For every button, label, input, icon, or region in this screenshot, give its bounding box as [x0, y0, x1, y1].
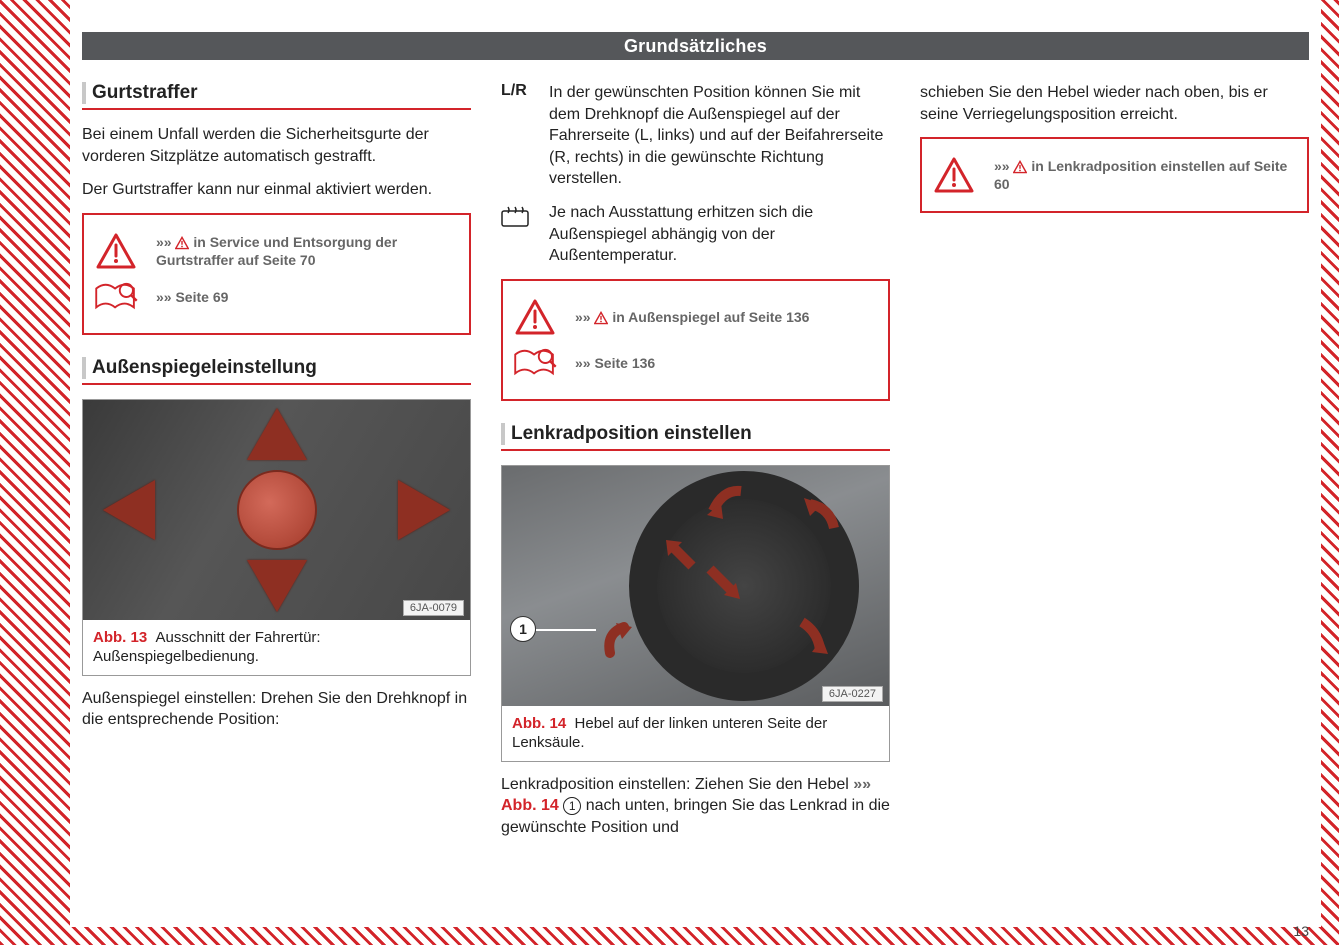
warning-triangle-icon [513, 297, 557, 337]
section-title-lenkrad: Lenkradposition einstellen [501, 423, 890, 445]
definition-lr: L/R In der gewünschten Position können S… [501, 82, 890, 190]
figure-13-image: 6JA-0079 [83, 400, 470, 620]
lenkrad-p1: Lenkradposition einstellen: Ziehen Sie d… [501, 774, 890, 839]
figure-14-caption: Abb. 14 Hebel auf der linken unteren Sei… [502, 706, 889, 761]
section-underline [501, 449, 890, 451]
section-title-aussenspiegel: Außenspiegeleinstellung [82, 357, 471, 379]
column-2: L/R In der gewünschten Position können S… [501, 82, 890, 851]
header-bar: Grundsätzliches [82, 32, 1309, 60]
ref-text: »» in Service und Entsorgung der Gurtstr… [156, 233, 455, 269]
ref-text: »» Seite 69 [156, 288, 228, 306]
curved-arrow-icon [662, 536, 702, 576]
callout-1-inline: 1 [563, 797, 581, 815]
arrow-up-icon [247, 408, 307, 460]
book-magnifier-icon [513, 343, 557, 383]
arrow-down-icon [247, 560, 307, 612]
warning-triangle-icon [932, 155, 976, 195]
section-underline [82, 383, 471, 385]
arrow-left-icon [103, 480, 155, 540]
page-number: 13 [1293, 923, 1309, 939]
figure-14-box: 1 6JA-0227 Abb. 14 Hebel auf der linken … [501, 465, 890, 762]
header-title: Grundsätzliches [624, 36, 767, 57]
curved-arrow-icon [792, 616, 832, 656]
figure-13-box: 6JA-0079 Abb. 13 Ausschnitt der Fahrertü… [82, 399, 471, 676]
gurtstraffer-p2: Der Gurtstraffer kann nur einmal aktivie… [82, 179, 471, 201]
figure-code: 6JA-0079 [403, 600, 464, 616]
curved-arrow-icon [702, 561, 742, 601]
lenkrad-p2: schieben Sie den Hebel wieder nach oben,… [920, 82, 1309, 125]
reference-box-gurtstraffer: »» in Service und Entsorgung der Gurtstr… [82, 213, 471, 335]
ref-text: »» in Lenkradposition einstellen auf Sei… [994, 157, 1293, 193]
ref-row: »» in Lenkradposition einstellen auf Sei… [932, 155, 1293, 195]
callout-1: 1 [510, 616, 536, 642]
ref-row: »» Seite 136 [513, 343, 874, 383]
callout-line [536, 629, 596, 631]
mirror-knob [237, 470, 317, 550]
figure-14-image: 1 6JA-0227 [502, 466, 889, 706]
arrow-right-icon [398, 480, 450, 540]
ref-text: »» Seite 136 [575, 354, 655, 372]
three-column-layout: Gurtstraffer Bei einem Unfall werden die… [82, 82, 1309, 851]
figure-13-caption: Abb. 13 Ausschnitt der Fahrertür: Außens… [83, 620, 470, 675]
definition-heat: Je nach Ausstattung erhitzen sich die Au… [501, 202, 890, 267]
curved-arrow-icon [602, 621, 642, 661]
manual-page: Grundsätzliches Gurtstraffer Bei einem U… [70, 0, 1321, 927]
reference-box-lenkrad: »» in Lenkradposition einstellen auf Sei… [920, 137, 1309, 213]
section-title-gurtstraffer: Gurtstraffer [82, 82, 471, 104]
column-1: Gurtstraffer Bei einem Unfall werden die… [82, 82, 471, 851]
heated-mirror-icon [501, 202, 539, 267]
section-underline [82, 108, 471, 110]
aussenspiegel-p1: Außenspiegel einstellen: Drehen Sie den … [82, 688, 471, 731]
column-3: schieben Sie den Hebel wieder nach oben,… [920, 82, 1309, 851]
gurtstraffer-p1: Bei einem Unfall werden die Sicherheitsg… [82, 124, 471, 167]
def-val-lr: In der gewünschten Position können Sie m… [549, 82, 890, 190]
reference-box-aussenspiegel: »» in Außenspiegel auf Seite 136 »» Seit… [501, 279, 890, 401]
def-val-heat: Je nach Ausstattung erhitzen sich die Au… [549, 202, 890, 267]
ref-row: »» Seite 69 [94, 277, 455, 317]
ref-row: »» in Außenspiegel auf Seite 136 [513, 297, 874, 337]
ref-row: »» in Service und Entsorgung der Gurtstr… [94, 231, 455, 271]
book-magnifier-icon [94, 277, 138, 317]
warning-triangle-icon [94, 231, 138, 271]
ref-text: »» in Außenspiegel auf Seite 136 [575, 308, 809, 326]
figure-code: 6JA-0227 [822, 686, 883, 702]
curved-arrow-icon [707, 481, 747, 521]
def-key-lr: L/R [501, 82, 539, 190]
curved-arrow-icon [802, 496, 842, 536]
